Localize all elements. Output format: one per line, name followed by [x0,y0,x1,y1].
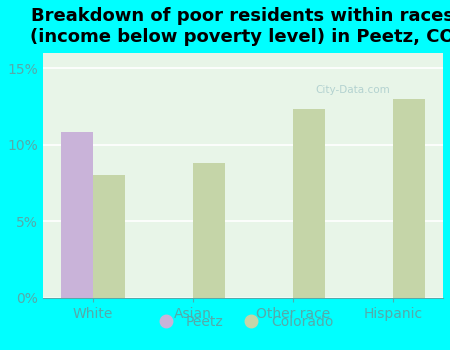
Bar [193,163,225,298]
Text: City-Data.com: City-Data.com [315,85,390,95]
Title: Breakdown of poor residents within races
(income below poverty level) in Peetz, : Breakdown of poor residents within races… [31,7,450,46]
Bar [293,110,325,297]
Bar [93,175,125,298]
Legend: Peetz, Colorado: Peetz, Colorado [147,309,339,335]
Bar [393,99,425,298]
Bar [61,132,93,298]
